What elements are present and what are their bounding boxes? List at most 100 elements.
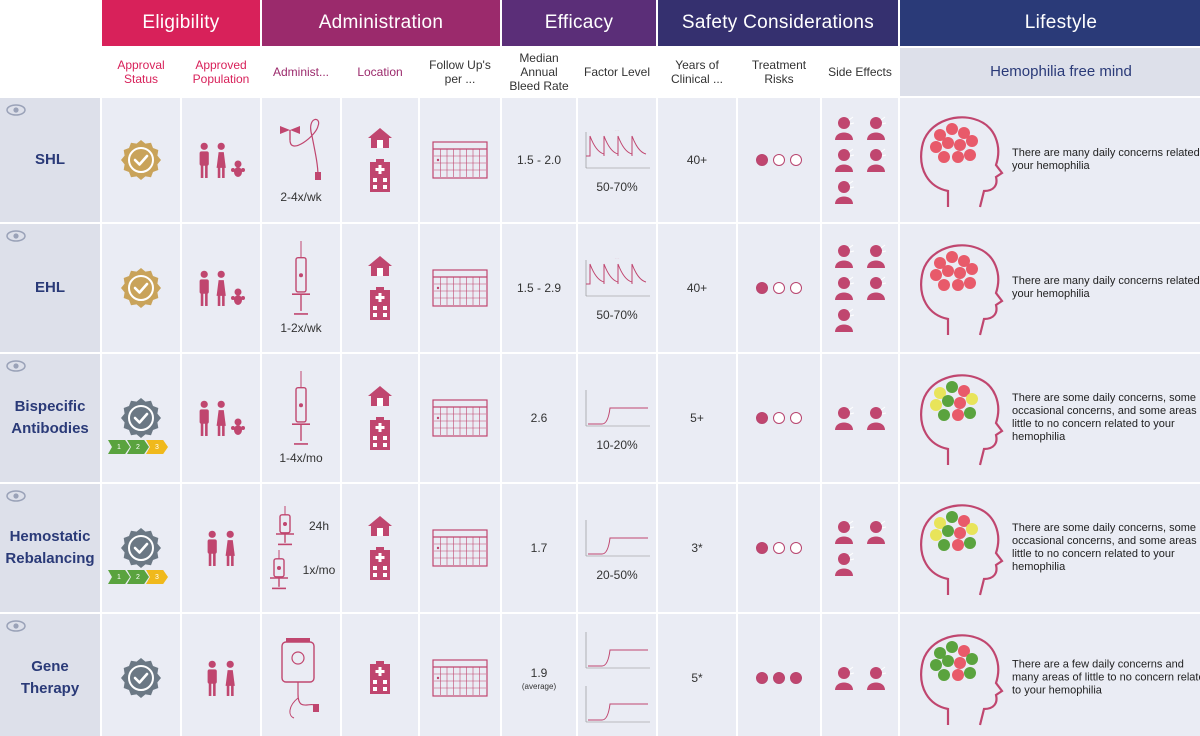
row-label-2[interactable]: Bispecific Antibodies — [0, 354, 100, 482]
admin-line: 24h — [273, 506, 329, 546]
progress-step: 2 — [127, 440, 149, 454]
col-side-effects[interactable]: Side Effects — [822, 48, 898, 96]
risks-cell — [738, 354, 820, 482]
lifestyle-text: There are some daily concerns, some occa… — [1012, 522, 1200, 573]
abr-cell: 1.7 — [502, 484, 576, 612]
eye-icon[interactable] — [6, 104, 26, 116]
hospital-icon — [370, 661, 390, 694]
risk-dot — [773, 282, 785, 294]
col-treatment-risks[interactable]: Treatment Risks — [738, 48, 820, 96]
col-approval-status[interactable]: Approval Status — [102, 48, 180, 96]
eye-icon[interactable] — [6, 230, 26, 242]
col-follow-up[interactable]: Follow Up's per ... — [420, 48, 500, 96]
risk-dots — [756, 542, 802, 554]
abr-cell: 2.6 — [502, 354, 576, 482]
risk-dot — [756, 542, 768, 554]
svg-text:· · ·: · · · — [615, 128, 620, 132]
administration-cell: 24h 1x/mo — [262, 484, 340, 612]
side-effect-icons — [833, 666, 887, 690]
group-eligibility: Eligibility — [102, 0, 260, 46]
eye-icon-svg — [6, 104, 26, 116]
headache-icon — [835, 276, 855, 300]
risk-dot — [790, 154, 802, 166]
side-effect-icons — [833, 116, 887, 204]
col-years-clinical[interactable]: Years of Clinical ... — [658, 48, 736, 96]
row-label-4[interactable]: Gene Therapy — [0, 614, 100, 736]
location-cell — [342, 614, 418, 736]
eye-icon-svg — [6, 360, 26, 372]
eye-icon[interactable] — [6, 360, 26, 372]
abr-value: 1.7 — [530, 541, 548, 555]
adult-icon — [205, 660, 237, 696]
group-efficacy: Efficacy — [502, 0, 656, 46]
side-effects-cell — [822, 484, 898, 612]
adult-female-icon — [216, 142, 226, 178]
approval-cell — [102, 614, 180, 736]
population-cell — [182, 484, 260, 612]
col-approved-population[interactable]: Approved Population — [182, 48, 260, 96]
home-icon — [368, 386, 392, 406]
lifestyle-cell: There are many daily concerns related to… — [900, 98, 1200, 222]
population-cell — [182, 354, 260, 482]
factor-level-value: 50-70% — [596, 180, 638, 194]
risk-dots — [756, 154, 802, 166]
adult-male-icon — [199, 400, 209, 436]
lifestyle-text: There are a few daily concerns and many … — [1012, 658, 1200, 697]
factor-chart-icon: · · · — [585, 128, 650, 169]
eye-icon-svg — [6, 620, 26, 632]
risk-dot — [773, 412, 785, 424]
location-cell — [342, 484, 418, 612]
svg-text:· · ·: · · · — [615, 256, 620, 260]
adult-male-icon — [207, 660, 217, 696]
eye-icon[interactable] — [6, 620, 26, 632]
side-effects-cell — [822, 98, 898, 222]
administration-cell — [262, 614, 340, 736]
approved-gray-badge-icon — [121, 528, 161, 568]
cough-icon — [867, 520, 887, 544]
factor-level-cell: · · · 50-70% — [578, 98, 656, 222]
risks-cell — [738, 614, 820, 736]
col-median-abr[interactable]: Median Annual Bleed Rate — [502, 48, 576, 96]
administration-cell: 1-2x/wk — [262, 224, 340, 352]
inhibitor-icon — [867, 148, 887, 172]
years-value: 40+ — [686, 281, 708, 295]
joint-pain-icon — [835, 180, 855, 204]
progress-step: 1 — [108, 440, 130, 454]
group-administration: Administration — [262, 0, 500, 46]
risk-dots — [756, 412, 802, 424]
years-cell: 3* — [658, 484, 736, 612]
home-icon — [368, 256, 392, 276]
head-concerns-icon — [920, 244, 1004, 336]
col-lifestyle[interactable]: Hemophilia free mind — [900, 48, 1200, 96]
admin-frequency: 1x/mo — [302, 563, 336, 577]
headache-icon — [835, 406, 855, 430]
calendar-icon — [432, 269, 488, 307]
factor-chart-icon — [585, 632, 650, 669]
abr-value: 1.9 — [530, 665, 548, 680]
cough-icon — [867, 116, 887, 140]
factor-level-cell: 10-20% — [578, 354, 656, 482]
risks-cell — [738, 98, 820, 222]
approved-gold-badge-icon — [121, 268, 161, 308]
row-label-1[interactable]: EHL — [0, 224, 100, 352]
approval-cell — [102, 224, 180, 352]
col-location[interactable]: Location — [342, 48, 418, 96]
adult-child-infant-icon — [197, 142, 246, 178]
row-label-0[interactable]: SHL — [0, 98, 100, 222]
col-administration[interactable]: Administ... — [262, 48, 340, 96]
follow-up-cell — [420, 484, 500, 612]
factor-level-value: 10-20% — [596, 438, 638, 452]
home-icon — [368, 128, 392, 148]
row-name: Bispecific Antibodies — [11, 398, 89, 437]
risk-dot — [790, 282, 802, 294]
factor-level-cell: 20-50% — [578, 484, 656, 612]
col-factor-level[interactable]: Factor Level — [578, 48, 656, 96]
row-label-3[interactable]: Hemostatic Rebalancing — [0, 484, 100, 612]
eye-icon[interactable] — [6, 490, 26, 502]
abr-note: (average) — [521, 681, 557, 691]
risk-dot — [790, 412, 802, 424]
risk-dots — [756, 282, 802, 294]
